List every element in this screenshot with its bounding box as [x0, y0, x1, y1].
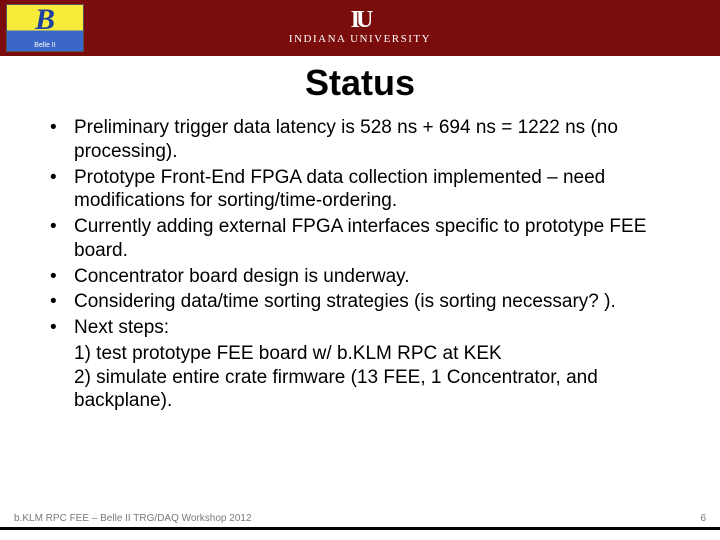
belle2-logo: B Belle II [6, 4, 84, 52]
list-item: Next steps: [40, 316, 680, 340]
footer-left: b.KLM RPC FEE – Belle II TRG/DAQ Worksho… [14, 513, 252, 524]
page-title: Status [0, 62, 720, 104]
bullet-list: Preliminary trigger data latency is 528 … [40, 116, 680, 340]
bottom-rule [0, 527, 720, 530]
substep: 1) test prototype FEE board w/ b.KLM RPC… [40, 342, 680, 366]
list-item: Prototype Front-End FPGA data collection… [40, 166, 680, 214]
substep: 2) simulate entire crate firmware (13 FE… [40, 366, 680, 414]
list-item: Preliminary trigger data latency is 528 … [40, 116, 680, 164]
institution-block: IU INDIANA UNIVERSITY [289, 11, 431, 44]
page-number: 6 [700, 513, 706, 524]
logo-letter: B [35, 5, 55, 35]
list-item: Currently adding external FPGA interface… [40, 215, 680, 263]
list-item: Concentrator board design is underway. [40, 265, 680, 289]
institution-name: INDIANA UNIVERSITY [289, 33, 431, 45]
logo-subtext: Belle II [34, 42, 55, 49]
slide-body: Preliminary trigger data latency is 528 … [0, 104, 720, 413]
list-item: Considering data/time sorting strategies… [40, 290, 680, 314]
iu-trident-icon: IU [289, 11, 431, 30]
header-bar: B Belle II IU INDIANA UNIVERSITY [0, 0, 720, 56]
footer: b.KLM RPC FEE – Belle II TRG/DAQ Worksho… [0, 513, 720, 524]
